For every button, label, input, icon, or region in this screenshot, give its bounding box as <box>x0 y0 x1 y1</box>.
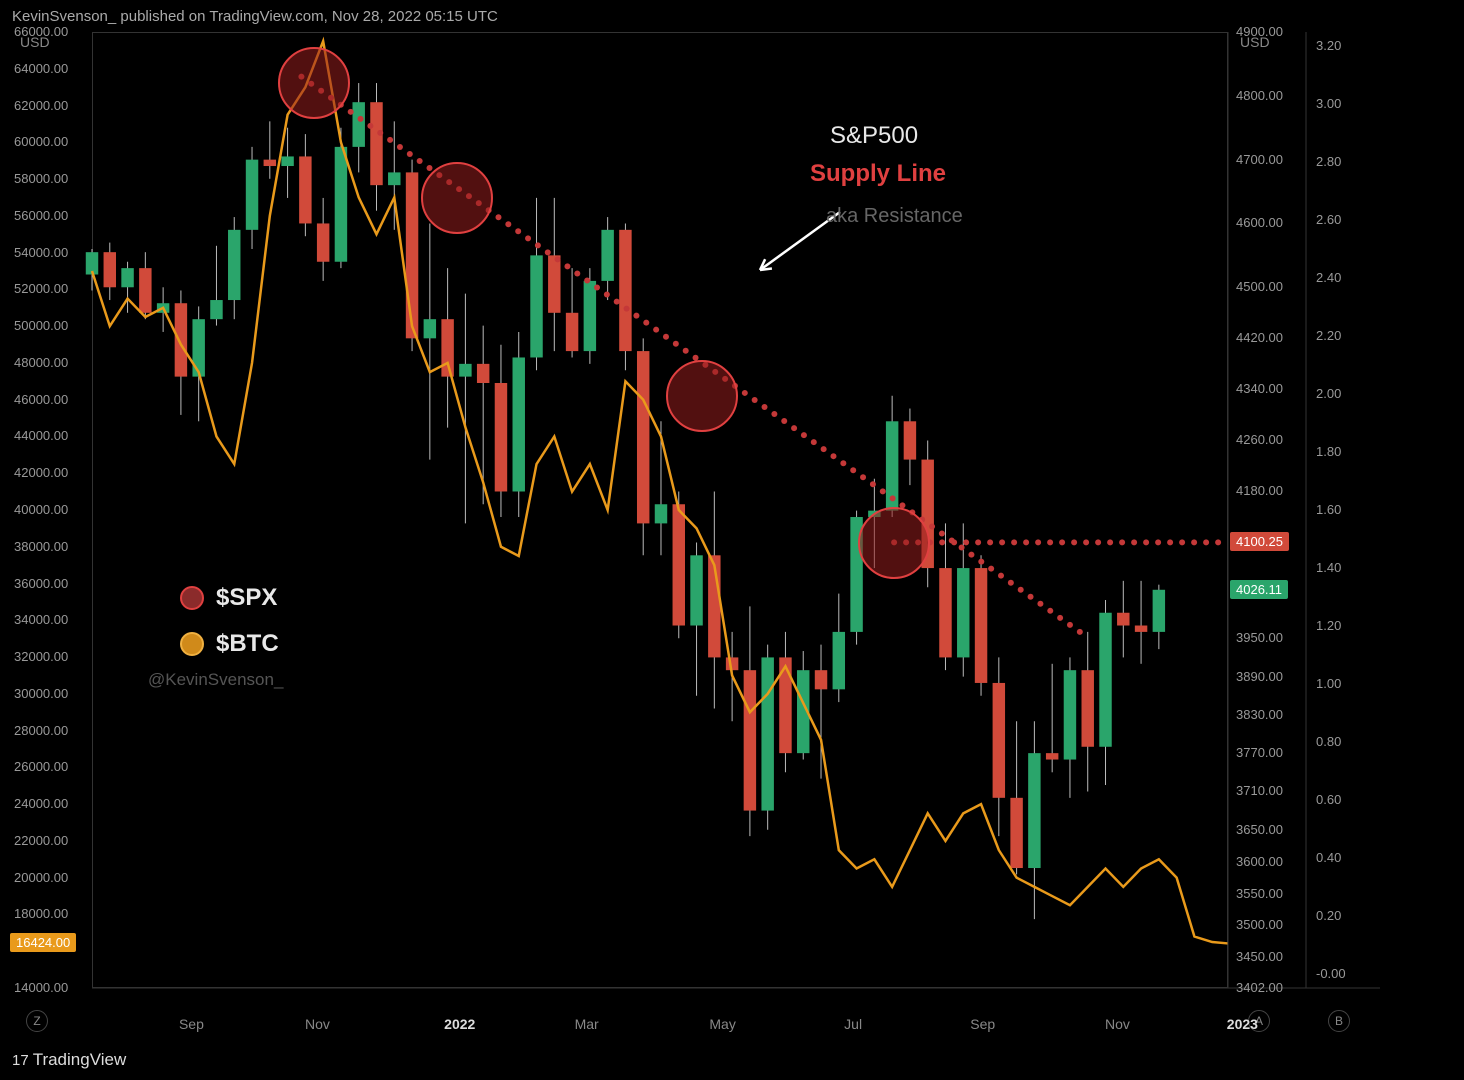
axis-tick: 18000.00 <box>14 906 68 921</box>
axis-tick: 42000.00 <box>14 465 68 480</box>
axis-tick: 44000.00 <box>14 428 68 443</box>
axis-tick: 28000.00 <box>14 723 68 738</box>
time-tick: Mar <box>575 1016 599 1032</box>
axis-tick: 4260.00 <box>1236 432 1283 447</box>
axis-tick: 3402.00 <box>1236 980 1283 995</box>
axis-tick: 56000.00 <box>14 208 68 223</box>
axis-tick: 4500.00 <box>1236 279 1283 294</box>
legend-spx-dot <box>180 586 204 610</box>
time-tick: Sep <box>179 1016 204 1032</box>
tradingview-logo-icon: 17 <box>12 1052 29 1069</box>
axis-tick: 30000.00 <box>14 686 68 701</box>
axis-tick: 52000.00 <box>14 281 68 296</box>
axis-tick: 3950.00 <box>1236 630 1283 645</box>
axis-tick: 62000.00 <box>14 98 68 113</box>
price-tag: 4100.25 <box>1230 532 1289 551</box>
axis-tick: 3.20 <box>1316 38 1341 53</box>
supply-touch-circle <box>278 47 350 119</box>
axis-tick: 2.00 <box>1316 386 1341 401</box>
axis-tick: 50000.00 <box>14 318 68 333</box>
legend-btc-label: $BTC <box>216 630 279 658</box>
axis-tick: 4800.00 <box>1236 88 1283 103</box>
axis-tick: 40000.00 <box>14 502 68 517</box>
supply-touch-circle <box>666 360 738 432</box>
axis-tick: 60000.00 <box>14 134 68 149</box>
axis-tick: 22000.00 <box>14 833 68 848</box>
axis-tick: 24000.00 <box>14 796 68 811</box>
axis-tick: 4600.00 <box>1236 215 1283 230</box>
axis-tick: 2.60 <box>1316 212 1341 227</box>
axis-tick: 46000.00 <box>14 392 68 407</box>
axis-tick: 0.80 <box>1316 734 1341 749</box>
time-tick: May <box>709 1016 735 1032</box>
annotation-resistance: aka Resistance <box>826 205 963 228</box>
axis-tick: 4340.00 <box>1236 381 1283 396</box>
axis-tick: 4900.00 <box>1236 24 1283 39</box>
axis-tick: 3830.00 <box>1236 707 1283 722</box>
axis-tick: 2.40 <box>1316 270 1341 285</box>
legend-btc-dot <box>180 632 204 656</box>
time-tick: 2022 <box>444 1016 475 1032</box>
publish-header: KevinSvenson_ published on TradingView.c… <box>12 8 498 25</box>
axis-tick: 3710.00 <box>1236 783 1283 798</box>
time-tick: Nov <box>1105 1016 1130 1032</box>
legend-spx-label: $SPX <box>216 584 277 612</box>
axis-tick: 14000.00 <box>14 980 68 995</box>
left-axis-reset-button[interactable]: Z <box>26 1010 48 1032</box>
axis-tick: 3770.00 <box>1236 745 1283 760</box>
far-axis-reset-button[interactable]: B <box>1328 1010 1350 1032</box>
author-watermark: @KevinSvenson_ <box>148 670 283 690</box>
axis-tick: 64000.00 <box>14 61 68 76</box>
axis-tick: 1.80 <box>1316 444 1341 459</box>
tradingview-footer: 17TradingView <box>12 1050 126 1070</box>
annotation-sp500: S&P500 <box>830 122 918 150</box>
axis-tick: 34000.00 <box>14 612 68 627</box>
axis-tick: 26000.00 <box>14 759 68 774</box>
time-tick: Jul <box>844 1016 862 1032</box>
axis-tick: 2.80 <box>1316 154 1341 169</box>
axis-tick: 3890.00 <box>1236 669 1283 684</box>
axis-tick: 3450.00 <box>1236 949 1283 964</box>
supply-touch-circle <box>421 162 493 234</box>
axis-tick: 3500.00 <box>1236 917 1283 932</box>
axis-tick: 48000.00 <box>14 355 68 370</box>
axis-tick: 1.20 <box>1316 618 1341 633</box>
axis-tick: 4180.00 <box>1236 483 1283 498</box>
axis-tick: 0.20 <box>1316 908 1341 923</box>
axis-tick: 3650.00 <box>1236 822 1283 837</box>
axis-tick: 1.00 <box>1316 676 1341 691</box>
axis-tick: 0.40 <box>1316 850 1341 865</box>
axis-tick: 36000.00 <box>14 576 68 591</box>
axis-tick: 38000.00 <box>14 539 68 554</box>
chart-area[interactable] <box>92 32 1228 988</box>
axis-tick: 1.60 <box>1316 502 1341 517</box>
axis-tick: 1.40 <box>1316 560 1341 575</box>
axis-tick: 3600.00 <box>1236 854 1283 869</box>
axis-tick: 4700.00 <box>1236 152 1283 167</box>
price-tag: 16424.00 <box>10 933 76 952</box>
time-tick: Nov <box>305 1016 330 1032</box>
axis-tick: 66000.00 <box>14 24 68 39</box>
axis-tick: 3.00 <box>1316 96 1341 111</box>
axis-tick: -0.00 <box>1316 966 1346 981</box>
supply-touch-circle <box>858 507 930 579</box>
axis-tick: 2.20 <box>1316 328 1341 343</box>
price-tag: 4026.11 <box>1230 580 1288 599</box>
axis-tick: 20000.00 <box>14 870 68 885</box>
axis-tick: 58000.00 <box>14 171 68 186</box>
axis-tick: 32000.00 <box>14 649 68 664</box>
axis-tick: 4420.00 <box>1236 330 1283 345</box>
time-tick: 2023 <box>1227 1016 1258 1032</box>
axis-tick: 54000.00 <box>14 245 68 260</box>
axis-tick: 0.60 <box>1316 792 1341 807</box>
annotation-supply-line: Supply Line <box>810 160 946 188</box>
axis-tick: 3550.00 <box>1236 886 1283 901</box>
time-tick: Sep <box>970 1016 995 1032</box>
